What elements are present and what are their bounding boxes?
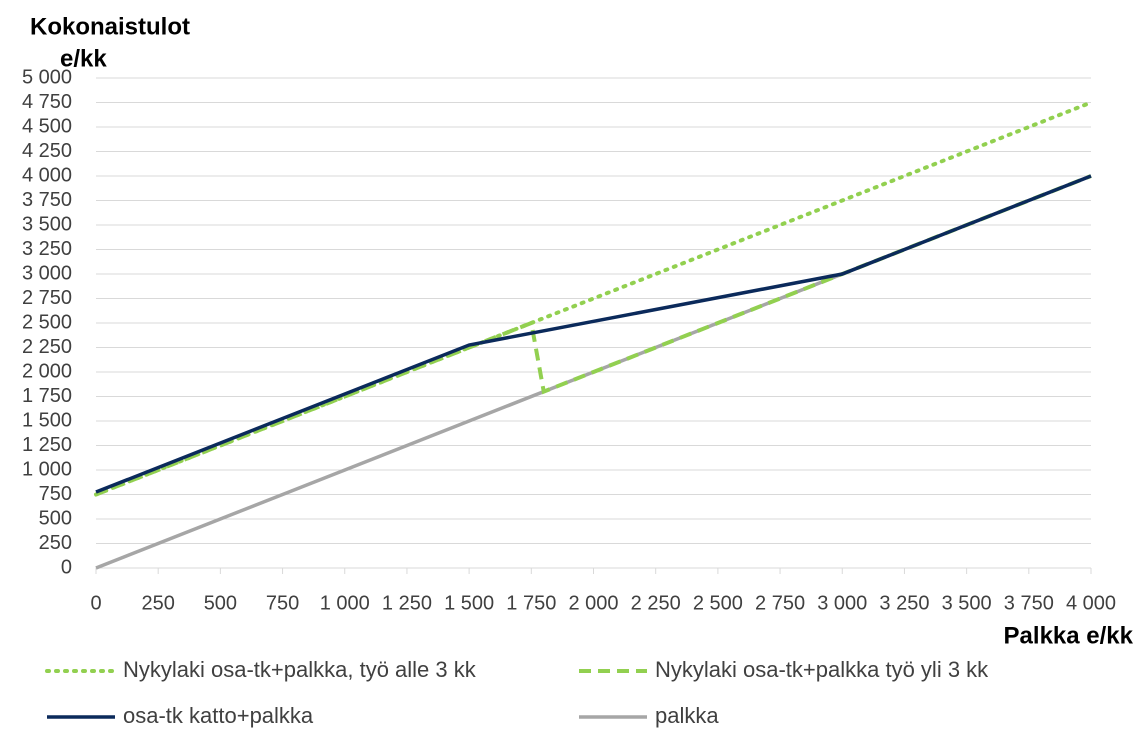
y-tick-label: 0 bbox=[61, 556, 72, 578]
x-tick-label: 1 500 bbox=[444, 592, 494, 614]
y-axis-label: e/kk bbox=[60, 45, 107, 72]
y-tick-label: 2 000 bbox=[22, 360, 72, 382]
y-tick-label: 2 250 bbox=[22, 336, 72, 358]
y-tick-label: 5 000 bbox=[22, 66, 72, 88]
y-tick-label: 2 500 bbox=[22, 311, 72, 333]
y-tick-label: 750 bbox=[39, 483, 72, 505]
y-tick-label: 4 500 bbox=[22, 115, 72, 137]
series-line bbox=[95, 174, 1092, 497]
x-tick-label: 4 000 bbox=[1066, 592, 1116, 614]
legend-label: Nykylaki osa-tk+palkka, työ alle 3 kk bbox=[123, 657, 477, 682]
y-tick-label: 4 750 bbox=[22, 91, 72, 113]
y-tick-label: 3 250 bbox=[22, 238, 72, 260]
x-tick-label: 2 000 bbox=[568, 592, 618, 614]
y-tick-label: 250 bbox=[39, 532, 72, 554]
legend-label: osa-tk katto+palkka bbox=[123, 703, 314, 728]
x-tick-label: 2 750 bbox=[755, 592, 805, 614]
x-tick-label: 2 500 bbox=[693, 592, 743, 614]
x-tick-label: 0 bbox=[90, 592, 101, 614]
y-axis-label: Kokonaistulot bbox=[30, 13, 190, 40]
y-tick-label: 1 750 bbox=[22, 385, 72, 407]
y-tick-label: 3 500 bbox=[22, 213, 72, 235]
x-tick-label: 1 000 bbox=[320, 592, 370, 614]
series-line bbox=[95, 174, 1092, 494]
y-tick-label: 3 000 bbox=[22, 262, 72, 284]
x-tick-label: 1 750 bbox=[506, 592, 556, 614]
y-tick-label: 4 000 bbox=[22, 164, 72, 186]
y-tick-label: 1 000 bbox=[22, 458, 72, 480]
y-tick-label: 500 bbox=[39, 507, 72, 529]
x-axis-label: Palkka e/kk bbox=[1004, 622, 1134, 649]
y-tick-label: 4 250 bbox=[22, 140, 72, 162]
x-tick-label: 3 500 bbox=[942, 592, 992, 614]
x-tick-label: 3 250 bbox=[879, 592, 929, 614]
x-tick-label: 3 750 bbox=[1004, 592, 1054, 614]
legend-label: palkka bbox=[655, 703, 719, 728]
x-tick-label: 750 bbox=[266, 592, 299, 614]
y-tick-label: 3 750 bbox=[22, 189, 72, 211]
x-tick-label: 250 bbox=[142, 592, 175, 614]
x-tick-label: 500 bbox=[204, 592, 237, 614]
y-tick-label: 1 250 bbox=[22, 434, 72, 456]
legend-label: Nykylaki osa-tk+palkka työ yli 3 kk bbox=[655, 657, 989, 682]
y-tick-label: 2 750 bbox=[22, 287, 72, 309]
x-tick-label: 1 250 bbox=[382, 592, 432, 614]
x-tick-label: 2 250 bbox=[631, 592, 681, 614]
x-tick-label: 3 000 bbox=[817, 592, 867, 614]
y-tick-label: 1 500 bbox=[22, 409, 72, 431]
